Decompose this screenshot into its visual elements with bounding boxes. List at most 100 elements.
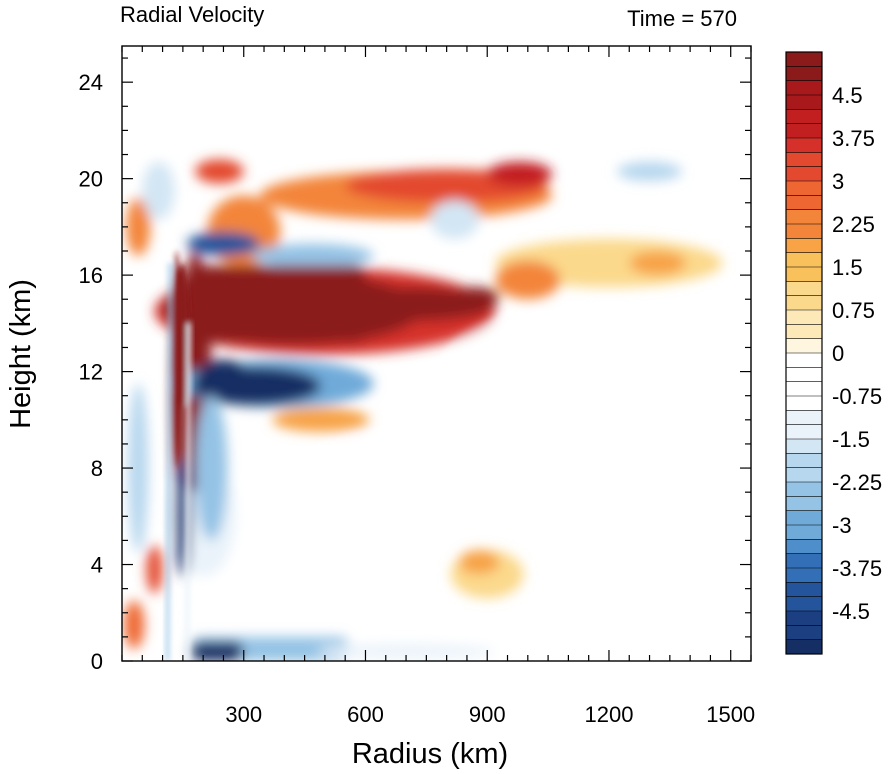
colorbar-bin — [786, 353, 822, 368]
colorbar-label: 2.25 — [832, 212, 875, 237]
colorbar-bin — [786, 424, 822, 440]
colorbar-bin — [786, 596, 822, 612]
field-blob — [495, 260, 561, 300]
field-blob — [316, 644, 496, 659]
field-blob — [126, 197, 151, 256]
y-tick-label: 24 — [79, 70, 103, 95]
colorbar-bin — [786, 338, 822, 354]
colorbar-label: 0.75 — [832, 298, 875, 323]
y-tick-label: 20 — [79, 167, 103, 192]
field-blob — [576, 443, 626, 541]
plot-frame — [121, 45, 752, 662]
colorbar-bin — [786, 496, 822, 512]
y-tick-label: 12 — [79, 360, 103, 385]
field-blob — [617, 161, 683, 182]
colorbar-bin — [786, 568, 822, 583]
field-blob — [450, 287, 500, 307]
field-streak — [184, 323, 191, 661]
colorbar-label: 0 — [832, 341, 844, 366]
velocity-field — [124, 159, 723, 661]
colorbar-bin — [786, 80, 822, 96]
colorbar-bin — [786, 310, 822, 325]
plot-background — [122, 46, 751, 661]
colorbar-bin — [786, 367, 822, 383]
colorbar-label: -0.75 — [832, 384, 882, 409]
field-blob — [430, 200, 480, 239]
colorbar-bin — [786, 625, 822, 641]
colorbar-bin — [786, 510, 822, 526]
x-tick-label: 300 — [225, 702, 262, 727]
field-blob — [195, 395, 228, 541]
colorbar-bin — [786, 396, 822, 411]
colorbar-bin — [786, 553, 822, 569]
field-blob — [629, 251, 687, 276]
colorbar-bin — [786, 152, 822, 168]
colorbar-bin — [786, 224, 822, 239]
colorbar-bin — [786, 166, 822, 182]
colorbar-label: 3.75 — [832, 126, 875, 151]
colorbar-bin — [786, 582, 822, 598]
colorbar-bin — [786, 482, 822, 497]
field-blob — [251, 243, 374, 268]
colorbar-label: -3 — [832, 513, 852, 538]
colorbar-bin — [786, 138, 822, 153]
y-tick-label: 16 — [79, 263, 103, 288]
colorbar-bin — [786, 52, 822, 67]
colorbar-bin — [786, 525, 822, 540]
colorbar-bin — [786, 324, 822, 340]
colorbar-bin — [786, 109, 822, 125]
x-tick-label: 600 — [347, 702, 384, 727]
field-blob — [272, 407, 370, 432]
colorbar-bin — [786, 252, 822, 268]
field-blob — [186, 231, 260, 256]
colorbar-label: -3.75 — [832, 556, 882, 581]
chart-title-left: Radial Velocity — [120, 2, 264, 27]
colorbar-label: 4.5 — [832, 83, 863, 108]
colorbar-bin — [786, 453, 822, 469]
chart-title-right: Time = 570 — [627, 6, 737, 31]
x-tick-label: 900 — [469, 702, 506, 727]
x-tick-labels: 300 600 900 1200 1500 — [225, 702, 755, 727]
field-blob — [190, 641, 244, 661]
colorbar-bin — [786, 439, 822, 454]
field-streak — [165, 263, 172, 661]
field-blob — [195, 359, 252, 403]
colorbar-bin — [786, 195, 822, 211]
velocity-field-detail — [165, 251, 191, 661]
axis-ticks — [121, 46, 752, 662]
field-blob — [487, 161, 553, 186]
colorbar-bin — [786, 209, 822, 225]
field-blob — [128, 383, 149, 553]
colorbar-label: -2.25 — [832, 470, 882, 495]
field-blob — [458, 550, 500, 575]
colorbar-bin — [786, 410, 822, 426]
colorbar-bin — [786, 611, 822, 626]
y-tick-label: 4 — [91, 553, 103, 578]
colorbar-bin — [786, 267, 822, 282]
colorbar-label: 1.5 — [832, 255, 863, 280]
colorbar-bin — [786, 66, 822, 82]
colorbar-bin — [786, 181, 822, 196]
y-tick-label: 0 — [91, 649, 103, 674]
colorbar-bin — [786, 123, 822, 139]
colorbar-bin — [786, 238, 822, 254]
colorbar-bin — [786, 639, 822, 655]
colorbar-labels: 4.5 3.75 3 2.25 1.5 0.75 0 -0.75 -1.5 -2.25 -3 -3.7… — [832, 83, 882, 624]
x-axis-label: Radius (km) — [352, 738, 508, 770]
x-tick-label: 1200 — [584, 702, 633, 727]
field-blob — [454, 323, 601, 396]
colorbar-bin — [786, 295, 822, 311]
x-tick-label: 1500 — [706, 702, 755, 727]
field-blob — [146, 545, 163, 594]
colorbar-bin — [786, 281, 822, 297]
colorbar-label: -1.5 — [832, 427, 870, 452]
colorbar-bin — [786, 539, 822, 555]
field-blob — [172, 251, 181, 469]
colorbar-bin — [786, 381, 822, 397]
colorbar — [785, 51, 823, 655]
field-blob — [308, 439, 423, 546]
field-blob — [124, 600, 145, 649]
y-axis-label: Height (km) — [5, 279, 37, 429]
colorbar-bin — [786, 95, 822, 110]
